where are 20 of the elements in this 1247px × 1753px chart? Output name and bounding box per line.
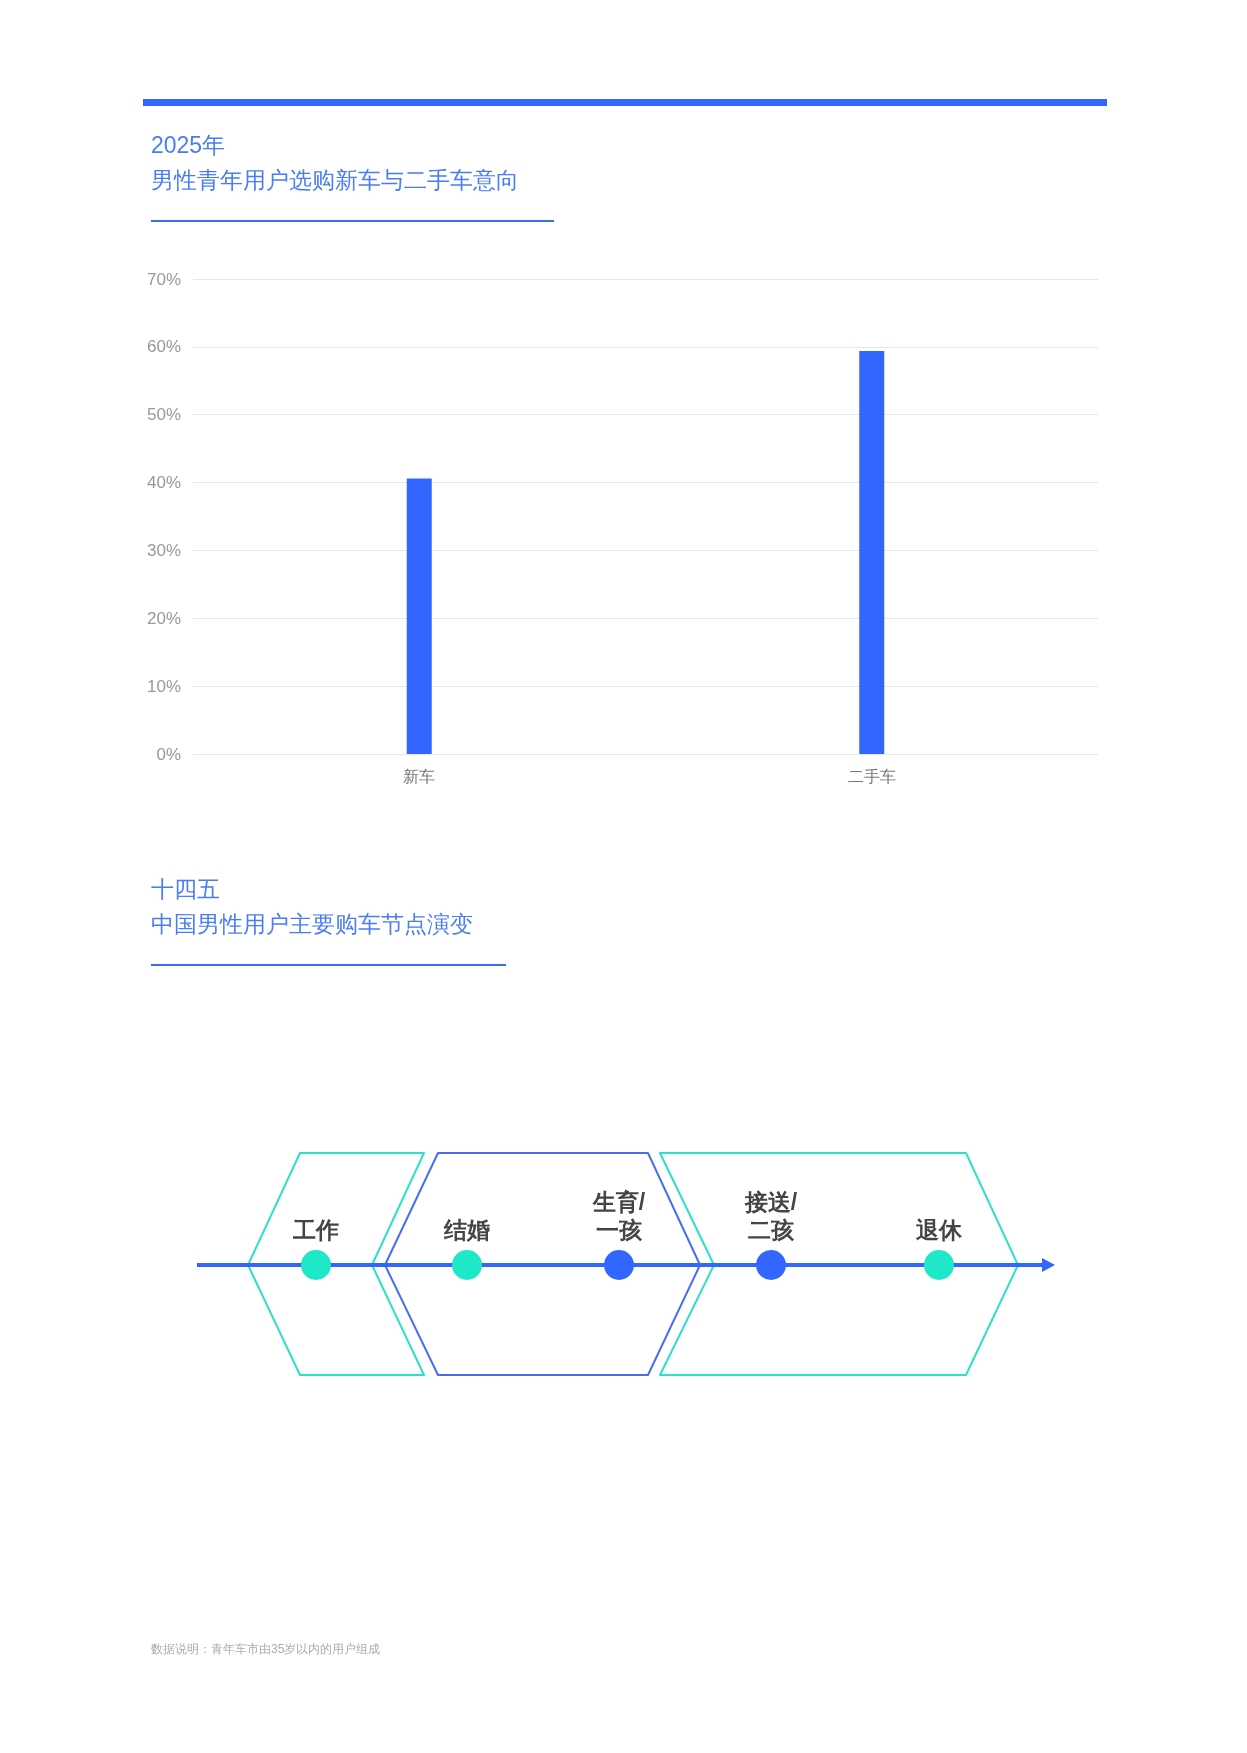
- chart-subtitle: 男性青年用户选购新车与二手车意向: [151, 166, 519, 195]
- category-label: 退休: [915, 1217, 963, 1243]
- y-tick-label: 20%: [146, 608, 181, 628]
- x-tick-label: 二手车: [847, 767, 896, 785]
- category-label: 生育/ 一孩: [591, 1189, 646, 1243]
- y-tick-label: 10%: [146, 676, 181, 696]
- category-label: 结婚: [443, 1217, 490, 1243]
- text: 十四五: [151, 875, 221, 904]
- text: 中国男性用户主要购车节点演变: [151, 910, 473, 939]
- y-tick-label: 30%: [146, 540, 181, 560]
- category-label: 工作: [292, 1217, 339, 1243]
- chart-title: 2025年: [151, 131, 227, 160]
- x-tick-label: 新车: [403, 767, 436, 785]
- category-label: 接送/ 二孩: [743, 1189, 798, 1243]
- y-tick-label: 70%: [146, 269, 181, 289]
- y-tick-label: 40%: [146, 473, 181, 493]
- y-tick-label: 50%: [146, 405, 181, 425]
- y-tick-label: 0%: [156, 744, 181, 764]
- y-tick-label: 60%: [146, 337, 181, 357]
- text: 数据说明：青年车市由35岁以内的用户组成: [151, 1641, 381, 1658]
